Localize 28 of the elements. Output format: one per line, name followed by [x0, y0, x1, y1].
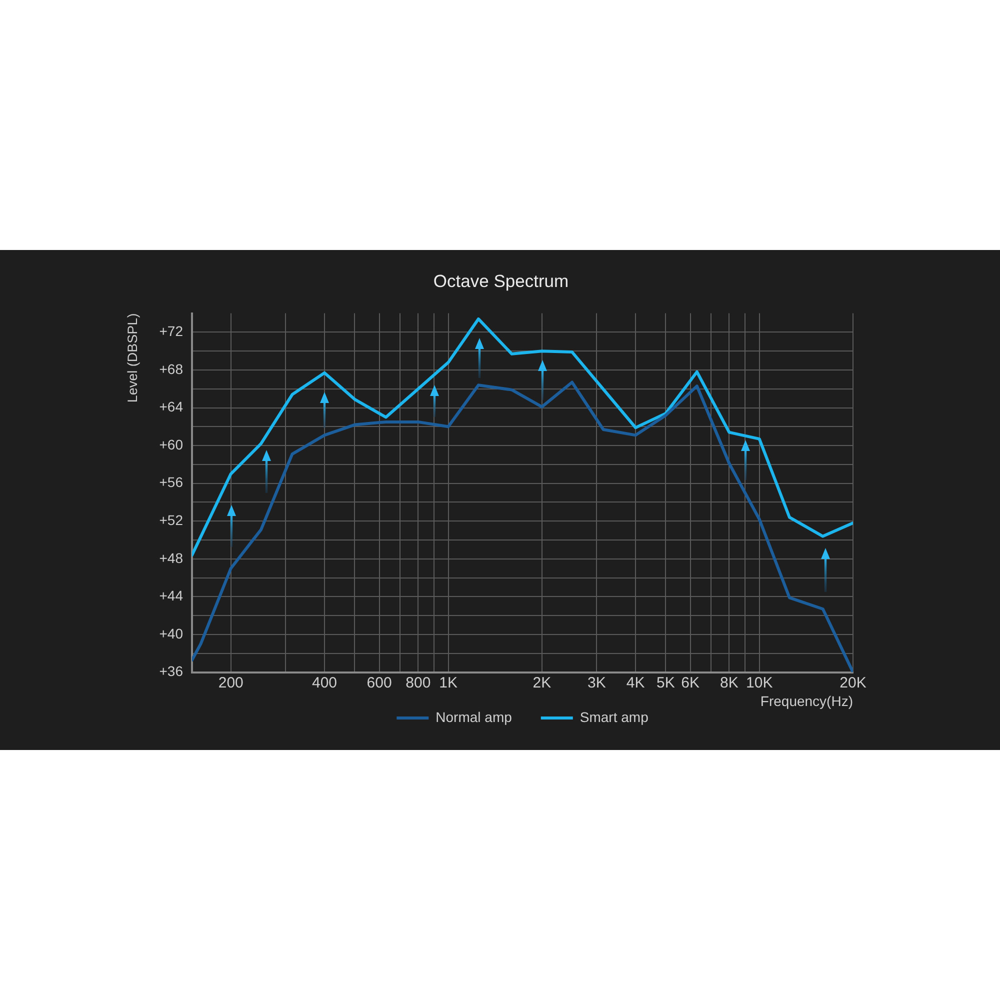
y-axis-title: Level (DBSPL)	[124, 313, 140, 403]
y-tick-label: +60	[159, 436, 184, 452]
y-tick-label: +72	[159, 323, 184, 340]
x-tick-label: 4K	[626, 674, 645, 692]
x-tick-label: 20K	[840, 674, 866, 692]
x-axis-title: Frequency(Hz)	[760, 692, 853, 709]
x-tick-label: 2K	[532, 674, 552, 692]
y-tick-label: +40	[159, 625, 184, 642]
y-tick-label: +56	[159, 474, 184, 490]
legend-label: Normal amp	[436, 708, 512, 725]
x-tick-label: 1K	[439, 674, 458, 692]
y-tick-label: +52	[159, 512, 184, 528]
legend-label: Smart amp	[580, 708, 649, 725]
y-tick-label: +48	[159, 550, 184, 566]
y-tick-label: +64	[159, 398, 184, 415]
x-tick-label: 400	[312, 674, 338, 692]
chart-title: Octave Spectrum	[432, 270, 570, 292]
x-tick-label: 6K	[681, 674, 700, 692]
x-tick-label: 5K	[656, 674, 675, 692]
x-tick-label: 800	[406, 674, 431, 692]
x-tick-label: 3K	[588, 674, 606, 692]
y-tick-label: +44	[159, 588, 184, 604]
x-tick-label: 8K	[720, 674, 738, 692]
x-tick-label: 10K	[746, 674, 773, 692]
x-tick-label: 600	[366, 674, 392, 692]
y-tick-label: +36	[159, 663, 184, 680]
y-tick-label: +68	[159, 360, 184, 377]
x-tick-label: 200	[218, 674, 244, 692]
